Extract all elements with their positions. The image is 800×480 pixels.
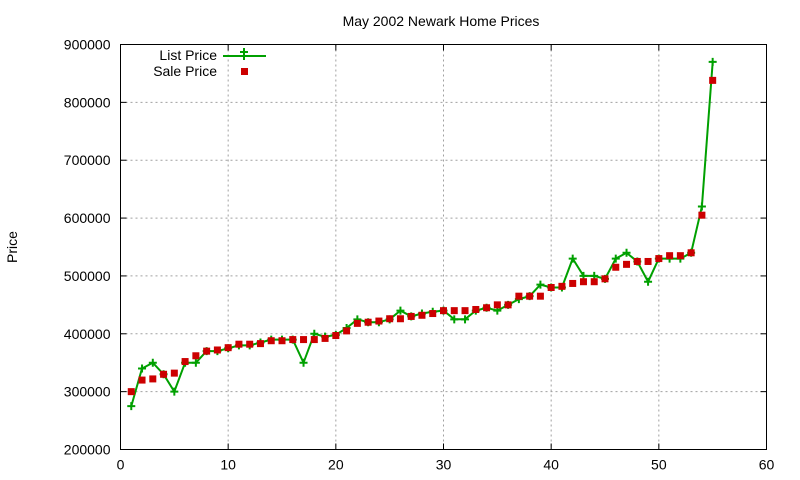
legend: List Price Sale Price bbox=[153, 47, 266, 79]
data-point-sale-price bbox=[138, 376, 146, 384]
y-tick-label: 900000 bbox=[64, 37, 111, 53]
data-point-list-price bbox=[138, 364, 147, 373]
data-point-list-price bbox=[299, 358, 308, 367]
y-tick-label: 700000 bbox=[64, 152, 111, 168]
data-point-list-price bbox=[611, 254, 620, 263]
y-tick-label: 800000 bbox=[64, 94, 111, 110]
data-point-sale-price bbox=[493, 301, 501, 309]
x-tick-label: 30 bbox=[436, 457, 452, 473]
series bbox=[127, 57, 717, 411]
data-point-sale-price bbox=[278, 337, 286, 345]
data-point-sale-price bbox=[429, 310, 437, 318]
data-point-sale-price bbox=[181, 358, 189, 366]
data-point-sale-price bbox=[310, 336, 318, 344]
data-point-list-price bbox=[148, 358, 157, 367]
data-point-sale-price bbox=[321, 334, 329, 342]
data-point-sale-price bbox=[515, 292, 523, 300]
data-point-sale-price bbox=[256, 340, 264, 348]
data-point-sale-price bbox=[235, 340, 243, 348]
legend-label-list-price: List Price bbox=[159, 47, 217, 63]
data-point-sale-price bbox=[547, 284, 555, 291]
data-point-sale-price bbox=[569, 279, 577, 287]
data-point-sale-price bbox=[353, 319, 361, 327]
data-point-sale-price bbox=[504, 301, 512, 309]
data-point-list-price bbox=[127, 402, 136, 411]
y-tick-label: 200000 bbox=[64, 442, 111, 458]
x-tick-label: 20 bbox=[328, 457, 344, 473]
data-point-sale-price bbox=[709, 76, 717, 84]
x-tick-label: 10 bbox=[220, 457, 236, 473]
chart-title: May 2002 Newark Home Prices bbox=[343, 13, 540, 29]
data-point-sale-price bbox=[149, 375, 157, 383]
data-point-list-price bbox=[461, 315, 470, 324]
data-point-list-price bbox=[450, 315, 459, 324]
data-point-sale-price bbox=[224, 344, 232, 352]
data-point-sale-price bbox=[461, 307, 469, 315]
data-point-sale-price bbox=[364, 318, 372, 326]
data-point-sale-price bbox=[192, 352, 200, 360]
data-point-list-price bbox=[644, 277, 653, 286]
grid-lines bbox=[120, 44, 767, 450]
data-point-sale-price bbox=[644, 257, 652, 265]
data-point-sale-price bbox=[332, 332, 340, 340]
data-point-sale-price bbox=[343, 327, 351, 335]
data-point-list-price bbox=[697, 202, 706, 211]
x-tick-label: 0 bbox=[117, 457, 125, 473]
data-point-sale-price bbox=[633, 257, 641, 265]
data-point-sale-price bbox=[483, 304, 491, 312]
x-tick-label: 60 bbox=[759, 457, 775, 473]
data-point-sale-price bbox=[267, 337, 275, 345]
data-point-list-price bbox=[396, 306, 405, 315]
data-point-list-price bbox=[536, 280, 545, 289]
data-point-list-price bbox=[568, 254, 577, 263]
data-point-sale-price bbox=[472, 305, 480, 313]
data-point-list-price bbox=[170, 387, 179, 396]
data-point-sale-price bbox=[396, 315, 404, 323]
data-point-sale-price bbox=[601, 275, 609, 283]
data-point-sale-price bbox=[676, 252, 684, 260]
data-point-sale-price bbox=[655, 255, 663, 263]
data-point-sale-price bbox=[289, 336, 297, 344]
data-point-sale-price bbox=[246, 340, 254, 348]
data-point-list-price bbox=[622, 248, 631, 257]
data-point-sale-price bbox=[386, 315, 394, 323]
data-point-sale-price bbox=[440, 307, 447, 315]
data-point-sale-price bbox=[127, 388, 135, 396]
data-point-sale-price bbox=[450, 307, 458, 315]
legend-marker-list-price bbox=[240, 48, 248, 60]
legend-marker-sale-price bbox=[241, 68, 248, 75]
y-axis-label: Price bbox=[4, 231, 20, 263]
data-point-sale-price bbox=[579, 278, 587, 286]
data-point-sale-price bbox=[590, 278, 598, 286]
data-point-sale-price bbox=[418, 311, 426, 319]
data-point-sale-price bbox=[170, 369, 178, 377]
legend-label-sale-price: Sale Price bbox=[153, 63, 217, 79]
data-point-sale-price bbox=[526, 292, 534, 300]
data-point-sale-price bbox=[558, 282, 566, 290]
data-point-sale-price bbox=[375, 317, 383, 325]
series-line-list-price bbox=[130, 61, 714, 407]
data-point-sale-price bbox=[407, 312, 415, 320]
data-point-sale-price bbox=[666, 252, 674, 260]
data-point-sale-price bbox=[213, 346, 221, 354]
data-point-sale-price bbox=[203, 347, 211, 355]
data-point-list-price bbox=[708, 57, 717, 66]
y-tick-label: 300000 bbox=[64, 384, 111, 400]
y-tick-label: 500000 bbox=[64, 268, 111, 284]
data-point-sale-price bbox=[300, 336, 308, 344]
axis-ticks: 0 10 20 30 40 50 60 200000 300000 400000 500000 600… bbox=[64, 37, 775, 473]
x-tick-label: 50 bbox=[651, 457, 667, 473]
data-point-sale-price bbox=[623, 260, 631, 268]
data-point-sale-price bbox=[698, 211, 706, 219]
data-point-sale-price bbox=[687, 249, 695, 257]
y-tick-label: 600000 bbox=[64, 210, 111, 226]
data-point-list-price bbox=[191, 358, 200, 367]
data-point-sale-price bbox=[612, 263, 620, 271]
x-tick-label: 40 bbox=[543, 457, 559, 473]
y-tick-label: 400000 bbox=[64, 326, 111, 342]
data-point-sale-price bbox=[536, 292, 544, 300]
data-point-sale-price bbox=[160, 370, 168, 378]
